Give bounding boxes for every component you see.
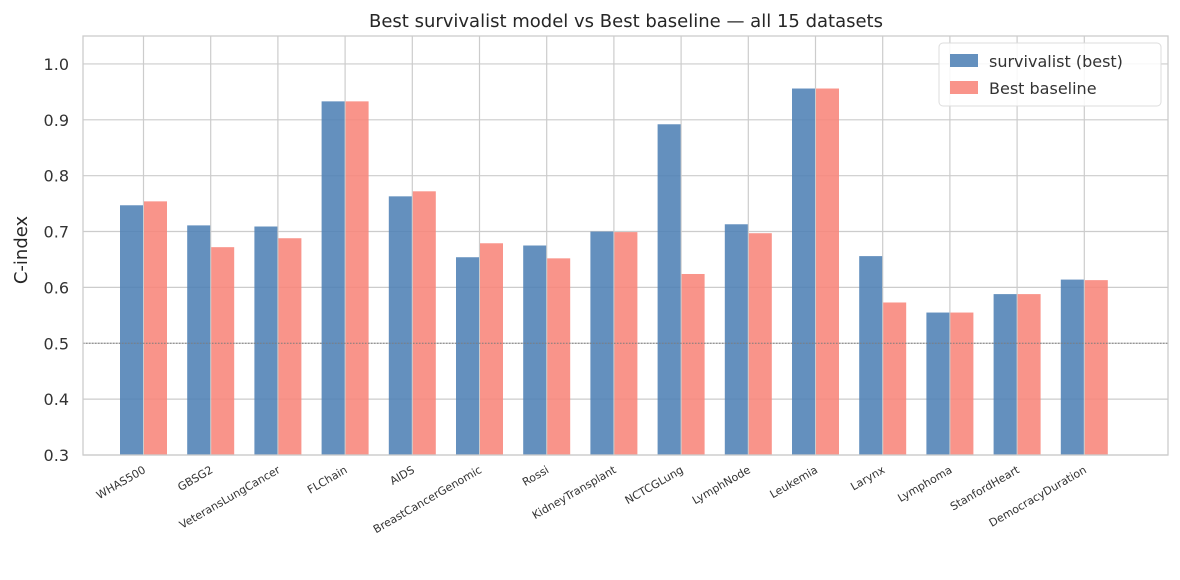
baseline-bar	[1017, 294, 1041, 455]
baseline-bar	[1084, 280, 1108, 455]
y-tick-label: 0.8	[44, 167, 69, 186]
baseline-bar	[614, 232, 638, 455]
baseline-bar	[211, 247, 235, 455]
baseline-bar	[681, 273, 705, 455]
legend-label: Best baseline	[989, 79, 1097, 98]
baseline-bar	[816, 88, 839, 456]
chart-title: Best survivalist model vs Best baseline …	[369, 11, 883, 32]
legend-swatch	[950, 81, 978, 94]
y-tick-label: 0.4	[44, 390, 69, 409]
baseline-bar	[748, 233, 772, 455]
plot-frame	[82, 35, 1169, 456]
baseline-bar	[345, 101, 369, 455]
survivalist-bar	[859, 256, 883, 455]
y-axis-label: C-index	[11, 216, 32, 285]
survivalist-bar	[187, 225, 211, 455]
legend-label: survivalist (best)	[989, 52, 1123, 71]
survivalist-bar	[657, 124, 681, 455]
bars	[120, 88, 1108, 456]
baseline-bar	[412, 191, 436, 455]
baseline-bar	[547, 258, 571, 455]
survivalist-bar	[926, 312, 950, 455]
baseline-bar	[950, 312, 974, 455]
legend-swatch	[950, 54, 978, 67]
baseline-bar	[480, 243, 503, 455]
survivalist-bar	[254, 226, 278, 455]
baseline-bar	[144, 201, 167, 455]
survivalist-bar	[792, 88, 815, 456]
survivalist-bar	[321, 101, 345, 455]
survivalist-bar	[523, 245, 547, 455]
y-tick-label: 0.5	[44, 334, 69, 353]
y-tick-label: 0.9	[44, 111, 69, 130]
y-tick-label: 1.0	[44, 55, 69, 74]
legend-box	[938, 42, 1162, 107]
survivalist-bar	[120, 205, 143, 455]
y-tick-label: 0.3	[44, 446, 69, 465]
survivalist-bar	[1060, 279, 1084, 455]
y-tick-label: 0.6	[44, 278, 69, 297]
y-tick-label: 0.7	[44, 223, 69, 242]
survivalist-bar	[724, 224, 748, 455]
legend: survivalist (best) Best baseline	[938, 42, 1162, 107]
survivalist-bar	[456, 257, 479, 455]
baseline-bar	[278, 238, 302, 455]
baseline-bar	[883, 302, 907, 455]
survivalist-bar	[388, 196, 412, 455]
survivalist-bar	[993, 294, 1017, 455]
survivalist-bar	[590, 231, 614, 455]
